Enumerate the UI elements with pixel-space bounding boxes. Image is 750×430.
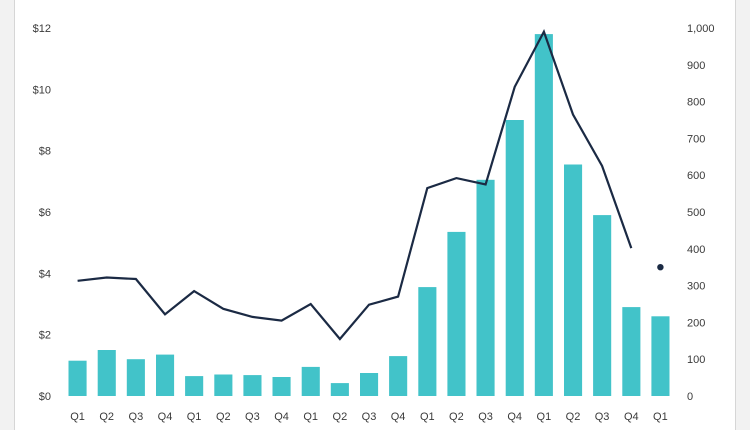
bar (505, 120, 524, 396)
x-tick-label: Q3 (129, 411, 144, 423)
right-tick-label: 900 (687, 60, 705, 72)
bar (418, 287, 437, 396)
right-tick-label: 700 (687, 133, 705, 145)
right-tick-label: 0 (687, 391, 693, 403)
bar (185, 376, 204, 396)
bar (593, 215, 612, 396)
chart-frame: $0 $2 $4 $6 $8 $10 $12 0 100 200 300 400 500 600 700 8… (14, 0, 736, 430)
right-axis: 0 100 200 300 400 500 600 700 800 900 1,000 (687, 23, 715, 403)
x-tick-label: Q2 (216, 411, 231, 423)
bar (68, 360, 87, 396)
x-tick-label: Q4 (158, 411, 173, 423)
x-tick-label: Q1 (420, 411, 435, 423)
bar (651, 316, 670, 396)
bar (156, 354, 175, 396)
bar-series (68, 34, 670, 396)
bar (476, 179, 495, 396)
bar (243, 375, 262, 396)
x-tick-label: Q4 (274, 411, 289, 423)
x-tick-label: Q1 (537, 411, 552, 423)
left-tick-label: $10 (33, 84, 51, 96)
left-tick-label: $0 (39, 391, 51, 403)
bar (272, 377, 291, 396)
right-tick-label: 600 (687, 170, 705, 182)
x-tick-label: Q1 (187, 411, 202, 423)
left-tick-label: $12 (33, 23, 51, 35)
left-tick-label: $4 (39, 268, 51, 280)
right-tick-label: 1,000 (687, 23, 715, 35)
combo-chart: $0 $2 $4 $6 $8 $10 $12 0 100 200 300 400 500 600 700 8… (33, 23, 715, 423)
bar (447, 231, 466, 396)
x-tick-label: Q3 (595, 411, 610, 423)
x-tick-label: Q3 (245, 411, 260, 423)
bar (126, 359, 145, 396)
line-path (77, 28, 633, 341)
left-tick-label: $8 (39, 146, 51, 158)
x-tick-label: Q1 (653, 411, 668, 423)
bar (534, 34, 553, 396)
right-tick-label: 200 (687, 317, 705, 329)
bar (360, 373, 379, 396)
bar (301, 366, 320, 396)
x-axis: Q1 Q2 Q3 Q4 Q1 Q2 Q3 Q4 Q1 Q2 Q3 Q4 Q1 Q2 Q3 Q4 Q1 Q2 Q3 Q4… (70, 411, 667, 423)
left-tick-label: $2 (39, 330, 51, 342)
right-tick-label: 800 (687, 97, 705, 109)
x-tick-label: Q3 (478, 411, 493, 423)
bar (330, 383, 349, 396)
line-point (657, 264, 664, 271)
x-tick-label: Q1 (70, 411, 85, 423)
left-tick-label: $6 (39, 207, 51, 219)
bar (564, 164, 583, 396)
right-tick-label: 500 (687, 207, 705, 219)
x-tick-label: Q2 (333, 411, 348, 423)
x-tick-label: Q2 (449, 411, 464, 423)
right-tick-label: 400 (687, 244, 705, 256)
x-tick-label: Q4 (391, 411, 406, 423)
bar (389, 356, 408, 396)
right-tick-label: 100 (687, 354, 705, 366)
left-axis: $0 $2 $4 $6 $8 $10 $12 (33, 23, 51, 403)
x-tick-label: Q3 (362, 411, 377, 423)
bar (214, 374, 233, 396)
line-series (77, 28, 664, 341)
bar (622, 307, 641, 396)
x-tick-label: Q2 (99, 411, 114, 423)
x-tick-label: Q4 (624, 411, 639, 423)
x-tick-label: Q2 (566, 411, 581, 423)
x-tick-label: Q4 (507, 411, 522, 423)
bar (97, 350, 116, 396)
right-tick-label: 300 (687, 281, 705, 293)
x-tick-label: Q1 (303, 411, 318, 423)
